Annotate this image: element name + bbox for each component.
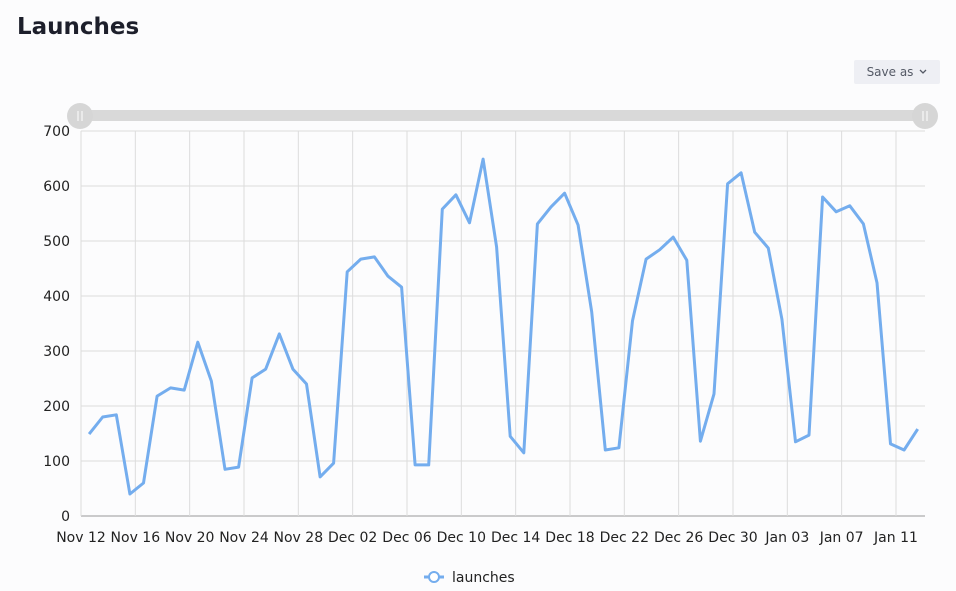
chart-title: Launches xyxy=(17,14,140,40)
x-tick-label: Dec 26 xyxy=(654,530,703,546)
x-tick-label: Nov 12 xyxy=(56,530,106,546)
x-tick-label: Jan 11 xyxy=(873,530,918,546)
range-track xyxy=(80,110,925,121)
y-tick-label: 400 xyxy=(43,289,70,305)
chevron xyxy=(919,69,927,74)
x-tick-label: Nov 16 xyxy=(111,530,161,546)
save-button[interactable]: Save as xyxy=(854,60,940,84)
x-tick-label: Dec 18 xyxy=(545,530,594,546)
x-tick-label: Dec 02 xyxy=(328,530,377,546)
range-handle-right[interactable] xyxy=(912,103,938,129)
y-tick-label: 700 xyxy=(43,124,70,140)
save-label: Save as xyxy=(866,65,914,79)
y-tick-label: 600 xyxy=(43,179,70,195)
x-tick-label: Dec 14 xyxy=(491,530,540,546)
x-tick-label: Jan 03 xyxy=(764,530,809,546)
x-tick-label: Jan 07 xyxy=(819,530,864,546)
x-tick-label: Nov 24 xyxy=(219,530,269,546)
series-line xyxy=(87,157,919,496)
x-tick-label: Dec 22 xyxy=(600,530,649,546)
x-tick-label: Dec 10 xyxy=(437,530,486,546)
y-tick-label: 100 xyxy=(43,454,70,470)
y-tick-label: 200 xyxy=(43,399,70,415)
y-tick-label: 0 xyxy=(61,509,70,525)
range-handle-left[interactable] xyxy=(67,103,93,129)
x-tick-label: Dec 06 xyxy=(382,530,431,546)
x-tick-label: Nov 20 xyxy=(165,530,215,546)
legend-label: launches xyxy=(452,570,515,586)
legend-marker xyxy=(428,571,440,583)
x-tick-label: Nov 28 xyxy=(274,530,324,546)
x-tick-label: Dec 30 xyxy=(708,530,757,546)
y-tick-label: 300 xyxy=(43,344,70,360)
y-tick-label: 500 xyxy=(43,234,70,250)
